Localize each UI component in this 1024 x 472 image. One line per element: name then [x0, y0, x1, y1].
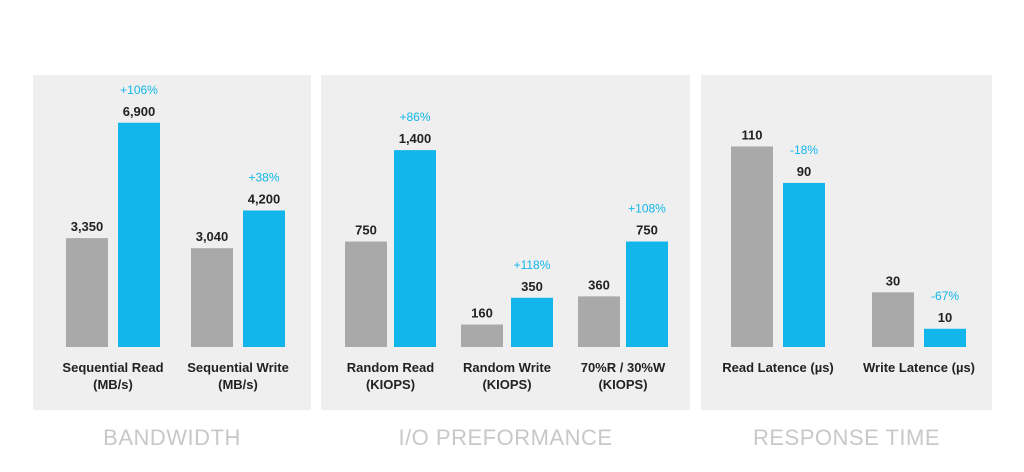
value-label-2-0-1: 90 — [797, 164, 811, 179]
change-label-0-0: +106% — [120, 83, 158, 97]
category-label-1-1-0: Random Write — [463, 360, 551, 375]
category-label-1-2-1: (KIOPS) — [598, 377, 647, 392]
bar-before-0-1 — [191, 248, 233, 347]
bar-before-2-0 — [731, 146, 773, 347]
response-time-title: RESPONSE TIME — [752, 425, 941, 450]
category-label-1-2-0: 70%R / 30%W — [581, 360, 666, 375]
value-label-0-0-0: 3,350 — [71, 219, 104, 234]
value-label-2-1-1: 10 — [938, 310, 952, 325]
change-label-1-2: +108% — [628, 202, 666, 216]
category-label-2-1-0: Write Latence (µs) — [863, 360, 975, 375]
bar-after-1-2 — [626, 241, 668, 347]
bar-before-0-0 — [66, 238, 108, 347]
bar-after-2-1 — [924, 328, 966, 347]
bar-after-2-0 — [783, 182, 825, 347]
value-label-1-1-0: 160 — [471, 306, 493, 321]
change-label-1-0: +86% — [399, 110, 430, 124]
bar-before-1-2 — [578, 296, 620, 347]
change-label-1-1: +118% — [514, 258, 551, 272]
bar-before-1-0 — [345, 241, 387, 347]
change-label-2-1: -67% — [931, 289, 959, 303]
value-label-2-0-0: 110 — [742, 127, 763, 142]
bar-after-1-0 — [394, 150, 436, 347]
io-performance-title: I/O PREFORMANCE — [398, 425, 613, 450]
category-label-1-0-1: (KIOPS) — [366, 377, 415, 392]
value-label-1-1-1: 350 — [521, 279, 543, 294]
bar-after-0-0 — [118, 122, 160, 347]
category-label-0-1-0: Sequential Write — [187, 360, 289, 375]
bar-after-1-1 — [511, 297, 553, 347]
value-label-1-2-1: 750 — [636, 223, 658, 238]
category-label-1-0-0: Random Read — [347, 360, 434, 375]
value-label-2-1-0: 30 — [886, 273, 900, 288]
category-label-0-0-1: (MB/s) — [93, 377, 133, 392]
value-label-0-0-1: 6,900 — [123, 104, 156, 119]
change-label-0-1: +38% — [248, 171, 279, 185]
change-label-2-0: -18% — [790, 143, 818, 157]
bar-before-2-1 — [872, 292, 914, 347]
category-label-0-0-0: Sequential Read — [62, 360, 163, 375]
category-label-2-0-0: Read Latence (µs) — [722, 360, 834, 375]
value-label-0-1-0: 3,040 — [196, 229, 229, 244]
value-label-1-0-0: 750 — [355, 223, 377, 238]
bar-before-1-1 — [461, 324, 503, 347]
value-label-0-1-1: 4,200 — [248, 192, 281, 207]
bandwidth-title: BANDWIDTH — [103, 425, 241, 450]
category-label-0-1-1: (MB/s) — [218, 377, 258, 392]
value-label-1-0-1: 1,400 — [399, 131, 432, 146]
category-label-1-1-1: (KIOPS) — [482, 377, 531, 392]
value-label-1-2-0: 360 — [588, 277, 610, 292]
bar-after-0-1 — [243, 210, 285, 347]
